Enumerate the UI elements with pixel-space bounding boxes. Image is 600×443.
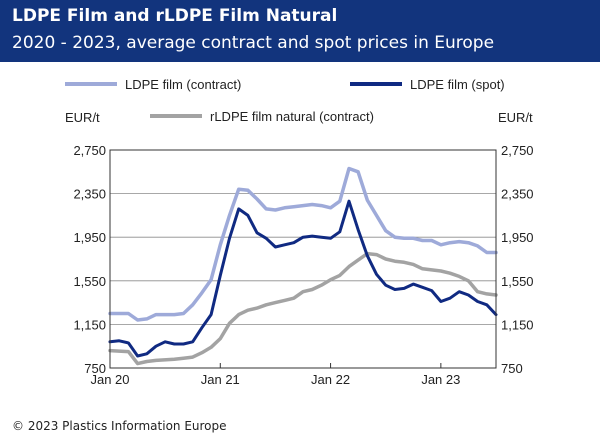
series-line bbox=[108, 199, 498, 358]
y-tick-label-left: 2,350 bbox=[73, 187, 106, 202]
y-tick-label-left: 2,750 bbox=[73, 143, 106, 158]
plot-area: 750 750 1,150 1,150 1,550 1,550 1,950 1,950 2,35… bbox=[73, 143, 533, 387]
x-tick-label: Jan 21 bbox=[201, 372, 240, 387]
y-tick-label-right: 1,950 bbox=[501, 230, 534, 245]
chart-header: LDPE Film and rLDPE Film Natural 2020 - … bbox=[0, 0, 600, 62]
legend-label: LDPE film (contract) bbox=[125, 77, 241, 92]
x-tick-label: Jan 20 bbox=[90, 372, 129, 387]
y-tick-label-left: 1,550 bbox=[73, 274, 106, 289]
legend-label: rLDPE film natural (contract) bbox=[210, 109, 374, 124]
y-tick-label-right: 1,150 bbox=[501, 317, 534, 332]
legend: LDPE film (contract) LDPE film (spot) rLDP… bbox=[65, 77, 505, 124]
y-tick-label-right: 750 bbox=[501, 361, 523, 376]
plot-frame bbox=[109, 149, 497, 369]
chart-subtitle: 2020 - 2023, average contract and spot p… bbox=[12, 33, 495, 53]
copyright-text: © 2023 Plastics Information Europe bbox=[12, 419, 227, 433]
y-axis-label-right: EUR/t bbox=[498, 110, 533, 125]
y-tick-label-right: 2,350 bbox=[501, 187, 534, 202]
series-line bbox=[108, 251, 498, 366]
y-tick-label-left: 1,950 bbox=[73, 230, 106, 245]
x-tick-label: Jan 23 bbox=[421, 372, 460, 387]
y-tick-label-left: 1,150 bbox=[73, 317, 106, 332]
y-axis-label-left: EUR/t bbox=[65, 110, 100, 125]
chart-title: LDPE Film and rLDPE Film Natural bbox=[12, 6, 338, 26]
y-tick-label-left: 750 bbox=[84, 361, 106, 376]
y-tick-label-right: 2,750 bbox=[501, 143, 534, 158]
x-tick-label: Jan 22 bbox=[311, 372, 350, 387]
series-line bbox=[108, 166, 498, 322]
y-tick-label-right: 1,550 bbox=[501, 274, 534, 289]
line-chart: LDPE film (contract) LDPE film (spot) rLDP… bbox=[65, 77, 534, 387]
legend-label: LDPE film (spot) bbox=[410, 77, 505, 92]
